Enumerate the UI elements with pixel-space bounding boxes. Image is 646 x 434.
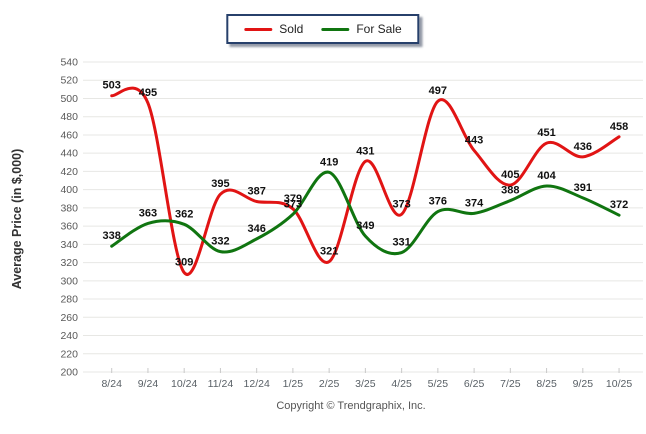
y-axis-tick-label: 420 — [60, 166, 78, 178]
data-label: 458 — [610, 121, 628, 133]
x-axis-tick-label: 8/25 — [536, 378, 557, 390]
data-label: 373 — [284, 198, 302, 210]
legend-label-for-sale: For Sale — [356, 22, 402, 36]
data-label: 388 — [501, 185, 519, 197]
x-axis-tick-label: 10/24 — [171, 378, 197, 390]
data-label: 395 — [211, 178, 229, 190]
y-axis-tick-label: 380 — [60, 202, 78, 214]
y-axis-tick-label: 360 — [60, 221, 78, 233]
x-axis-tick-label: 6/25 — [464, 378, 485, 390]
y-axis-tick-label: 340 — [60, 239, 78, 251]
x-axis-tick-label: 12/24 — [244, 378, 270, 390]
data-label: 338 — [103, 230, 121, 242]
legend-item-for-sale: For Sale — [321, 22, 402, 36]
x-axis-tick-label: 1/25 — [283, 378, 304, 390]
x-axis-tick-label: 10/25 — [606, 378, 632, 390]
data-label: 443 — [465, 134, 483, 146]
data-label: 376 — [429, 196, 447, 208]
y-axis-tick-label: 260 — [60, 312, 78, 324]
data-label: 387 — [247, 186, 265, 198]
data-label: 419 — [320, 156, 338, 168]
y-axis-tick-label: 240 — [60, 330, 78, 342]
y-axis-tick-label: 200 — [60, 367, 78, 379]
y-axis-tick-label: 220 — [60, 348, 78, 360]
x-axis-tick-label: 7/25 — [500, 378, 521, 390]
for-sale-line-swatch — [321, 27, 350, 31]
data-label: 363 — [139, 207, 157, 219]
series-line-for-sale — [110, 170, 621, 256]
data-label: 497 — [429, 85, 447, 97]
legend-label-sold: Sold — [279, 22, 304, 36]
y-axis-tick-label: 500 — [60, 93, 78, 105]
data-label: 332 — [211, 236, 229, 248]
data-label: 451 — [537, 127, 555, 139]
x-axis-tick-label: 11/24 — [208, 378, 234, 390]
data-label: 373 — [392, 198, 410, 210]
data-label: 405 — [501, 169, 519, 181]
x-axis-tick-label: 4/25 — [391, 378, 412, 390]
y-axis-tick-label: 460 — [60, 129, 78, 141]
data-label: 321 — [320, 246, 338, 258]
legend-item-sold: Sold — [244, 23, 303, 35]
data-label: 503 — [103, 80, 121, 92]
x-axis-tick-label: 3/25 — [355, 378, 376, 390]
series-line-sold — [110, 86, 621, 276]
data-label: 346 — [247, 223, 265, 235]
y-axis-tick-label: 480 — [60, 111, 78, 123]
sold-line-swatch — [244, 27, 273, 31]
data-label: 362 — [175, 208, 193, 220]
y-axis-tick-label: 400 — [60, 184, 78, 196]
data-label: 431 — [356, 145, 374, 157]
data-label: 436 — [574, 141, 592, 153]
y-axis-tick-label: 520 — [60, 75, 78, 87]
data-label: 374 — [465, 197, 484, 209]
y-axis-tick-label: 300 — [60, 275, 78, 287]
x-axis-tick-label: 2/25 — [319, 378, 340, 390]
data-label: 372 — [610, 199, 628, 211]
data-label: 495 — [139, 87, 157, 99]
data-label: 309 — [175, 257, 193, 269]
x-axis-tick-label: 5/25 — [428, 378, 449, 390]
x-axis-tick-label: 9/24 — [138, 378, 159, 390]
y-axis-tick-label: 320 — [60, 257, 78, 269]
data-label: 331 — [392, 237, 410, 249]
data-label: 349 — [356, 220, 374, 232]
data-label: 379 — [284, 193, 302, 205]
y-axis-tick-label: 540 — [60, 57, 78, 69]
legend: Sold For Sale — [226, 14, 420, 44]
y-axis-tick-label: 280 — [60, 294, 78, 306]
x-axis-tick-label: 9/25 — [573, 378, 594, 390]
data-label: 404 — [537, 170, 556, 182]
copyright-text: Copyright © Trendgraphix, Inc. — [276, 400, 426, 412]
x-axis-tick-label: 8/24 — [101, 378, 122, 390]
y-axis-tick-label: 440 — [60, 148, 78, 160]
data-label: 391 — [574, 182, 592, 194]
